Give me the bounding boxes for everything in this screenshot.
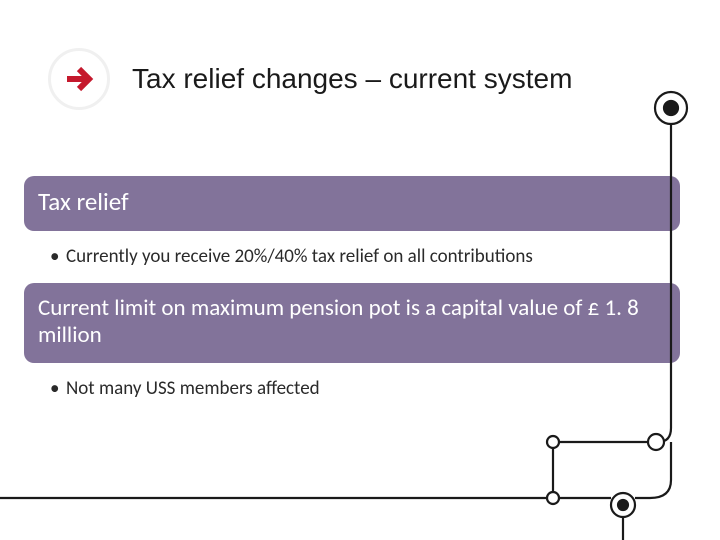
bullet-block: Currently you receive 20%/40% tax relief…	[24, 237, 680, 283]
bullet-item: Currently you receive 20%/40% tax relief…	[50, 245, 680, 269]
band-heading: Tax relief	[38, 188, 662, 217]
slide: Tax relief changes – current system Tax …	[0, 0, 720, 540]
title-row: Tax relief changes – current system	[48, 48, 672, 110]
band-pension-limit: Current limit on maximum pension pot is …	[24, 283, 680, 363]
band-heading: Current limit on maximum pension pot is …	[38, 295, 662, 349]
slide-title: Tax relief changes – current system	[132, 63, 572, 95]
bullet-item: Not many USS members affected	[50, 377, 680, 401]
bullet-block: Not many USS members affected	[24, 369, 680, 415]
band-tax-relief: Tax relief	[24, 176, 680, 231]
content-area: Tax relief Currently you receive 20%/40%…	[24, 176, 680, 415]
arrow-right-icon	[48, 48, 110, 110]
